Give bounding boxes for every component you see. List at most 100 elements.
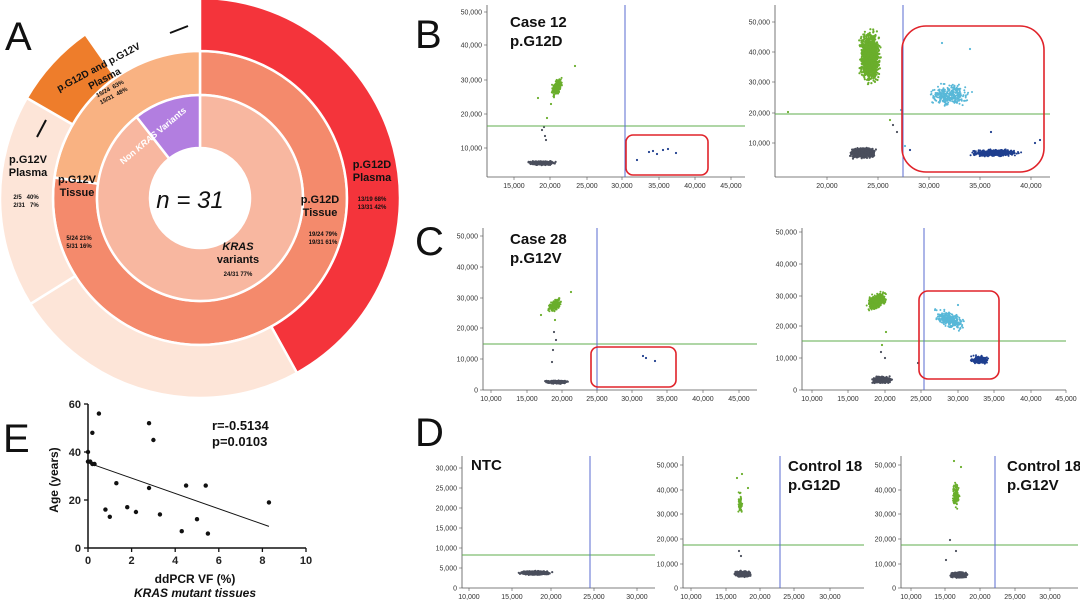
x-tick-label: 20,000 [551, 396, 573, 403]
droplet [878, 72, 881, 76]
droplet [661, 148, 665, 152]
y-tick-label: 40,000 [461, 43, 483, 50]
kras-stat: 24/31 77% [224, 272, 253, 278]
droplet [891, 123, 895, 127]
droplet [961, 104, 964, 107]
droplet [560, 81, 563, 84]
droplet [635, 158, 639, 162]
droplet [653, 359, 657, 363]
droplet [883, 300, 886, 303]
x-tick-label: 15,000 [503, 183, 525, 190]
droplet [955, 91, 958, 94]
g12d-plasma-s2: 13/31 42% [358, 205, 387, 211]
droplet [955, 94, 958, 97]
droplet [873, 304, 876, 307]
g12v-plasma-s2: 2/31 7% [13, 203, 39, 209]
droplet [876, 46, 880, 50]
droplet [551, 348, 555, 352]
droplet [554, 88, 557, 91]
droplet [869, 36, 872, 39]
droplet [876, 78, 879, 82]
droplet [1007, 154, 1010, 157]
droplet [556, 79, 559, 82]
droplet [958, 89, 961, 92]
droplet [878, 304, 881, 307]
droplet [532, 162, 535, 165]
droplet [895, 130, 899, 134]
droplet [552, 91, 555, 94]
droplet [872, 28, 875, 31]
droplet [552, 330, 556, 334]
droplet [994, 149, 997, 152]
droplet [990, 151, 993, 154]
ring-g12d-plasma [198, 0, 402, 375]
droplet [544, 138, 548, 142]
x-tick-label: 10,000 [801, 396, 823, 403]
droplet [865, 37, 868, 40]
droplet [962, 94, 965, 97]
g12d-plasma-s1: 13/19 68% [358, 197, 387, 203]
droplet [984, 152, 987, 155]
droplet [569, 290, 573, 294]
droplet [1012, 151, 1014, 154]
droplet [950, 84, 953, 87]
droplet [874, 75, 877, 78]
droplet [877, 76, 880, 79]
droplet [873, 61, 877, 64]
droplet [875, 305, 878, 308]
x-tick-label: 25,000 [586, 396, 608, 403]
droplet [551, 302, 554, 305]
droplet [978, 152, 981, 154]
droplet [954, 99, 957, 102]
droplet [942, 96, 945, 99]
droplet [540, 128, 544, 132]
droplet [1017, 151, 1019, 153]
droplet [869, 148, 872, 151]
droplet [870, 52, 873, 55]
droplet [541, 161, 544, 164]
positive-droplet-box [590, 346, 677, 388]
x-tick-label: 25,000 [910, 396, 932, 403]
droplet [552, 95, 555, 98]
droplet [863, 63, 866, 66]
droplet [555, 307, 557, 310]
droplet [553, 310, 556, 313]
droplet [863, 30, 867, 33]
droplet [881, 300, 884, 303]
droplet [878, 52, 881, 56]
droplet [875, 30, 879, 33]
droplet [931, 89, 934, 92]
droplet [872, 44, 876, 47]
droplet [558, 297, 561, 300]
droplet [877, 298, 880, 301]
droplet [964, 86, 967, 89]
droplet [974, 151, 977, 154]
droplet [938, 88, 941, 91]
g12d-plasma-l2: Plasma [353, 172, 392, 184]
droplet [878, 56, 882, 59]
droplet [558, 90, 560, 93]
droplet [573, 64, 577, 68]
y-tick-label: 50,000 [457, 234, 479, 241]
droplet [951, 100, 954, 103]
droplet [937, 85, 939, 88]
droplet [867, 61, 870, 64]
droplet [872, 37, 875, 40]
droplet [1015, 152, 1018, 155]
x-tick-label: 15,000 [837, 396, 859, 403]
donut-chart [0, 0, 402, 400]
y-tick-label: 50,000 [749, 20, 771, 27]
droplet [548, 380, 551, 383]
droplet [888, 375, 891, 378]
y-tick-label: 20,000 [776, 324, 798, 331]
droplet [989, 130, 993, 134]
droplet [854, 153, 858, 156]
x-tick-label: 35,000 [656, 396, 678, 403]
droplet [865, 304, 868, 307]
y-tick-label: 30,000 [749, 80, 771, 87]
droplet [872, 299, 874, 302]
x-tick-label: 45,000 [1055, 396, 1077, 403]
droplet [865, 43, 869, 46]
droplet [552, 89, 555, 92]
